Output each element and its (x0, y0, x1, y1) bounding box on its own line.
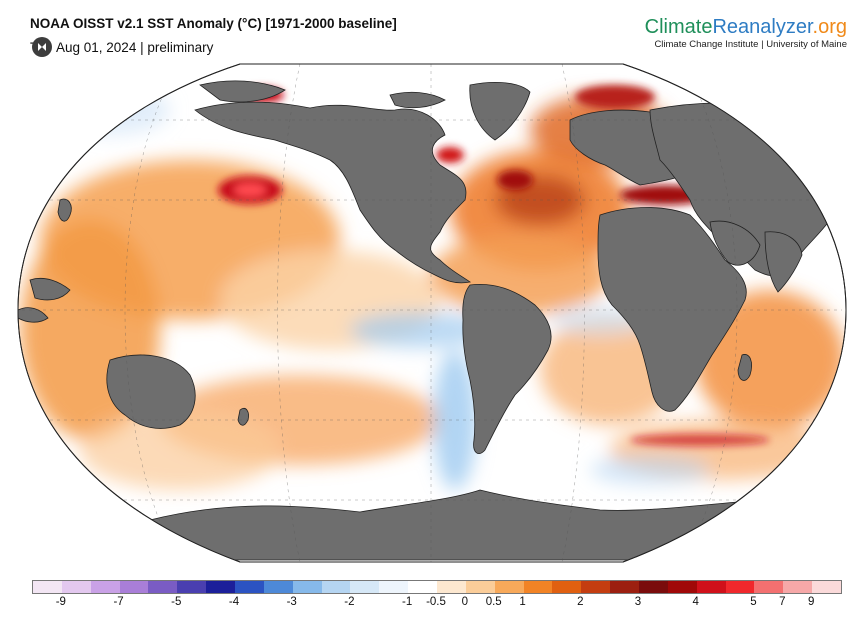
play-pause-icon[interactable] (32, 37, 52, 57)
legend-bin (812, 581, 842, 593)
land-north-america (194, 101, 471, 284)
legend-bin (148, 581, 178, 593)
color-legend: -9 -7 -5 -4 -3 -2 -1 -0.5 0 0.5 1 2 3 4 5 7 9 (32, 580, 842, 614)
legend-bin (177, 581, 207, 593)
legend-bin (292, 581, 322, 593)
land (18, 80, 846, 561)
legend-bin (263, 581, 293, 593)
legend-label: -3 (286, 596, 297, 608)
legend-label: -7 (113, 596, 124, 608)
legend-label: -0.5 (426, 596, 446, 608)
legend-label: 5 (750, 596, 757, 608)
legend-label: 0 (461, 596, 469, 608)
legend-bin (379, 581, 409, 593)
brand-tagline: Climate Change Institute | University of… (654, 39, 847, 50)
legend-label: -5 (171, 596, 182, 608)
land-africa (597, 207, 747, 412)
legend-bin (321, 581, 351, 593)
legend-bin (610, 581, 640, 593)
legend-label: 1 (519, 596, 526, 608)
legend-label: -4 (228, 596, 240, 608)
legend-label: -9 (55, 596, 66, 608)
land-maritime-se-asia (29, 277, 71, 301)
legend-label: 0.5 (485, 596, 502, 608)
legend-bin (667, 581, 697, 593)
subtitle-date: Aug 01, 2024 | preliminary (56, 39, 214, 55)
legend-bin (33, 581, 62, 593)
legend-bin (437, 581, 466, 593)
brand-name-reanalyzer: Reanalyzer (712, 16, 813, 38)
legend-bin (639, 581, 668, 593)
legend-label: 9 (807, 596, 815, 608)
legend-label: 3 (634, 596, 642, 608)
land-australia (106, 354, 196, 429)
land-south-america (462, 284, 552, 454)
legend-bin (783, 581, 813, 593)
legend-bin (754, 581, 784, 593)
land-madagascar (737, 354, 752, 381)
legend-bin (235, 581, 264, 593)
legend-label: -1 (402, 596, 413, 608)
legend-label: 4 (692, 596, 699, 608)
legend-bin (581, 581, 611, 593)
map-title: NOAA OISST v2.1 SST Anomaly (°C) [1971-2… (30, 16, 397, 31)
brand-name-org: .org (812, 16, 847, 38)
graticule (22, 64, 842, 562)
legend-bin (552, 581, 582, 593)
land-greenland (469, 81, 531, 141)
legend-bin (494, 581, 524, 593)
legend-bin (206, 581, 236, 593)
legend-bin (408, 581, 438, 593)
legend-colorbar (32, 580, 842, 594)
legend-bin (696, 581, 726, 593)
legend-label: 7 (779, 596, 786, 608)
legend-bin (90, 581, 120, 593)
legend-bin (61, 581, 91, 593)
land-arabia (709, 220, 761, 266)
legend-bin (350, 581, 380, 593)
legend-label: 2 (577, 596, 584, 608)
map-subtitle: T Aug 01, 2024 | preliminary (30, 37, 213, 57)
legend-label: -2 (344, 596, 355, 608)
land-antarctica (18, 489, 846, 561)
brand-logo[interactable]: ClimateReanalyzer.org Climate Change Ins… (645, 16, 847, 50)
legend-bin (523, 581, 553, 593)
land-india (764, 231, 803, 293)
brand-name-climate: Climate (644, 16, 713, 38)
legend-bin (119, 581, 149, 593)
legend-bin (725, 581, 755, 593)
legend-bin (465, 581, 495, 593)
